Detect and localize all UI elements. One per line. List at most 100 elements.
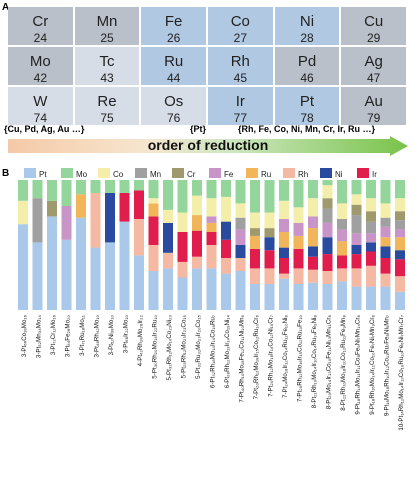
atomic-number: 75 bbox=[75, 111, 140, 125]
bar-segment-rh bbox=[265, 268, 275, 284]
bar-segment-co bbox=[250, 213, 260, 229]
element-symbol: Ru bbox=[141, 53, 206, 70]
bar-segment-fe bbox=[323, 223, 333, 237]
bar-segment-pt bbox=[308, 283, 318, 310]
element-symbol: Os bbox=[141, 93, 206, 110]
bar-segment-ir bbox=[265, 250, 275, 268]
bar-segment-pt bbox=[134, 255, 144, 310]
bar-segment-co bbox=[265, 213, 275, 229]
bar-segment-pt bbox=[352, 287, 362, 310]
element-cell-mn: Mn 25 bbox=[75, 7, 140, 45]
bar-segment-mo bbox=[47, 180, 57, 201]
bar-segment-cr bbox=[47, 201, 57, 217]
bar-segment-ir bbox=[381, 258, 391, 274]
bar-segment-ni bbox=[308, 246, 318, 256]
element-symbol: Mn bbox=[75, 13, 140, 30]
element-cell-fe: Fe 26 bbox=[141, 7, 206, 45]
bar-segment-pt bbox=[62, 240, 72, 310]
element-cell-pt: Pt 78 bbox=[275, 87, 340, 125]
bar-segment-ir bbox=[395, 259, 405, 276]
bar-segment-ru bbox=[76, 194, 86, 217]
x-tick-label: 3-Pt₄₈Rh₄₂Mo₁₀ bbox=[94, 315, 101, 358]
group-label-noble: {Cu, Pd, Ag, Au …} bbox=[4, 124, 84, 134]
bar-segment-fe bbox=[337, 229, 347, 241]
bar-segment-mn bbox=[395, 220, 405, 229]
bar-segment-fe bbox=[62, 206, 72, 240]
x-tick-label: 7-Pt₂₀Rh₁₂Mo₁₈Ir₁₅Co₁₂Ru₁₀Cr₆ bbox=[253, 315, 260, 400]
x-tick-label: 6-Pt₂₈Rh₁₂Mo₁₃Ir₁₄Co₁₉Ni₁₄ bbox=[224, 315, 231, 389]
element-symbol: Cu bbox=[341, 13, 406, 30]
bar-segment-ru bbox=[149, 203, 159, 216]
bar-segment-fe bbox=[236, 229, 246, 245]
bar-segment-fe bbox=[294, 223, 304, 236]
legend-swatch-mn bbox=[135, 168, 147, 178]
x-axis-labels: 3-Pt₆₆Co₁₈Mo₁₆ 3-Pt₅₂Mn₃₄Mo₁₄ 3-Pt₇₂Cr₁₂Mo… bbox=[21, 314, 405, 430]
legend-swatch-co bbox=[98, 168, 110, 178]
bar-segment-mn bbox=[366, 222, 376, 234]
bar-segment-ru bbox=[250, 236, 260, 249]
element-symbol: Tc bbox=[75, 53, 140, 70]
bar-segment-pt bbox=[265, 284, 275, 310]
bar-segment-cr bbox=[250, 228, 260, 236]
x-tick-label: 3-Pt₅₂Mn₃₄Mo₁₄ bbox=[36, 315, 43, 359]
bar-segment-ni bbox=[105, 193, 115, 242]
bar-segment-ni bbox=[395, 250, 405, 259]
element-symbol: Ni bbox=[275, 13, 340, 30]
x-tick-label: 9-Pt₁₈Mo₁₈Rh₁₀Ir₁₂Co₁₁Ru₇Fe₈Ni₉Mn₇ bbox=[384, 315, 391, 416]
x-tick-label: 8-Pt₂₂Rh₁₀Mo₁₈Ir₁₀Co₁₂Ru₁₁Fe₉Mn₈ bbox=[340, 315, 347, 411]
atomic-number: 42 bbox=[8, 71, 73, 85]
bar-segment-mo bbox=[18, 180, 28, 201]
element-symbol: Au bbox=[341, 93, 406, 110]
bar-segment-rh bbox=[395, 276, 405, 292]
legend-swatch-ir bbox=[357, 168, 369, 178]
bar-segment-ir bbox=[120, 193, 130, 222]
bar-segment-rh bbox=[192, 257, 202, 269]
bar-segment-co bbox=[236, 203, 246, 217]
legend-swatch-pt bbox=[24, 168, 36, 178]
bar-segment-mo bbox=[178, 180, 188, 213]
bar-segment-ni bbox=[236, 245, 246, 258]
x-tick-label: 7-Pt₄₀Rh₁₀Mo₁₈Fe₁₂Co₁₁Ni₁₀Mn₉ bbox=[239, 314, 246, 402]
bar-segment-cr bbox=[265, 228, 275, 237]
x-tick-label: 8-Pt₂₀Mo₁₄Ir₁₃Co₁₀Fe₁₁Ni₁₃Mn₁₁Cr₈ bbox=[326, 315, 333, 410]
x-tick-label: 3-Pt₇₁Ru₁₈Mo₁₁ bbox=[79, 315, 86, 356]
bar-segment-rh bbox=[221, 258, 231, 274]
atomic-number: 45 bbox=[208, 71, 273, 85]
x-tick-label: 10-Pt₁₄Rh₁₂Mo₁₄Ir₁₃Co₁₀Ru₁₀Fe₆Ni₇Mn₇Cr₇ bbox=[398, 315, 405, 431]
bar-segment-co bbox=[294, 207, 304, 223]
bar-segment-ru bbox=[192, 215, 202, 231]
bar-segment-co bbox=[221, 197, 231, 222]
element-cell-ni: Ni 28 bbox=[275, 7, 340, 45]
legend-label-cr: Cr bbox=[187, 170, 196, 179]
atomic-number: 78 bbox=[275, 111, 340, 125]
bar-segment-rh bbox=[294, 268, 304, 284]
bar-segment-rh bbox=[163, 253, 173, 269]
bar-segment-co bbox=[395, 198, 405, 211]
x-tick-label: 3-Pt₅₄Fe₂₆Mo₂₀ bbox=[65, 315, 72, 357]
bar-segment-rh bbox=[366, 266, 376, 287]
bar-segment-rh bbox=[149, 245, 159, 271]
reduction-order-title: order of reduction bbox=[8, 137, 408, 153]
atomic-number: 28 bbox=[275, 31, 340, 45]
x-tick-label: 6-Pt₃₂Rh₁₈Mo₁₄Ir₁₀Co₁₈Ru₇ bbox=[210, 315, 217, 388]
bar-segment-mo bbox=[381, 180, 391, 203]
reduction-order-arrow: order of reduction bbox=[8, 136, 408, 156]
bar-segment-co bbox=[192, 196, 202, 216]
legend-swatch-mo bbox=[61, 168, 73, 178]
bar-segment-mn bbox=[236, 218, 246, 230]
bar-segment-cr bbox=[395, 211, 405, 220]
x-tick-label: 3-Pt₆₈Ir₂₂Mo₁₀ bbox=[123, 315, 130, 354]
bar-segment-mo bbox=[236, 180, 246, 203]
bar-segment-pt bbox=[279, 279, 289, 310]
bar-segment-mn bbox=[352, 215, 362, 233]
bar-segment-co bbox=[323, 185, 333, 198]
atomic-number: 27 bbox=[208, 31, 273, 45]
bar-segment-fe bbox=[395, 229, 405, 237]
bar-segment-mo bbox=[192, 180, 202, 196]
legend-label-rh: Rh bbox=[298, 170, 308, 179]
element-cell-co: Co 27 bbox=[208, 7, 273, 45]
atomic-number: 44 bbox=[141, 71, 206, 85]
legend-swatch-fe bbox=[209, 168, 221, 178]
bar-segment-ir bbox=[221, 240, 231, 258]
bar-segment-mo bbox=[323, 180, 333, 185]
